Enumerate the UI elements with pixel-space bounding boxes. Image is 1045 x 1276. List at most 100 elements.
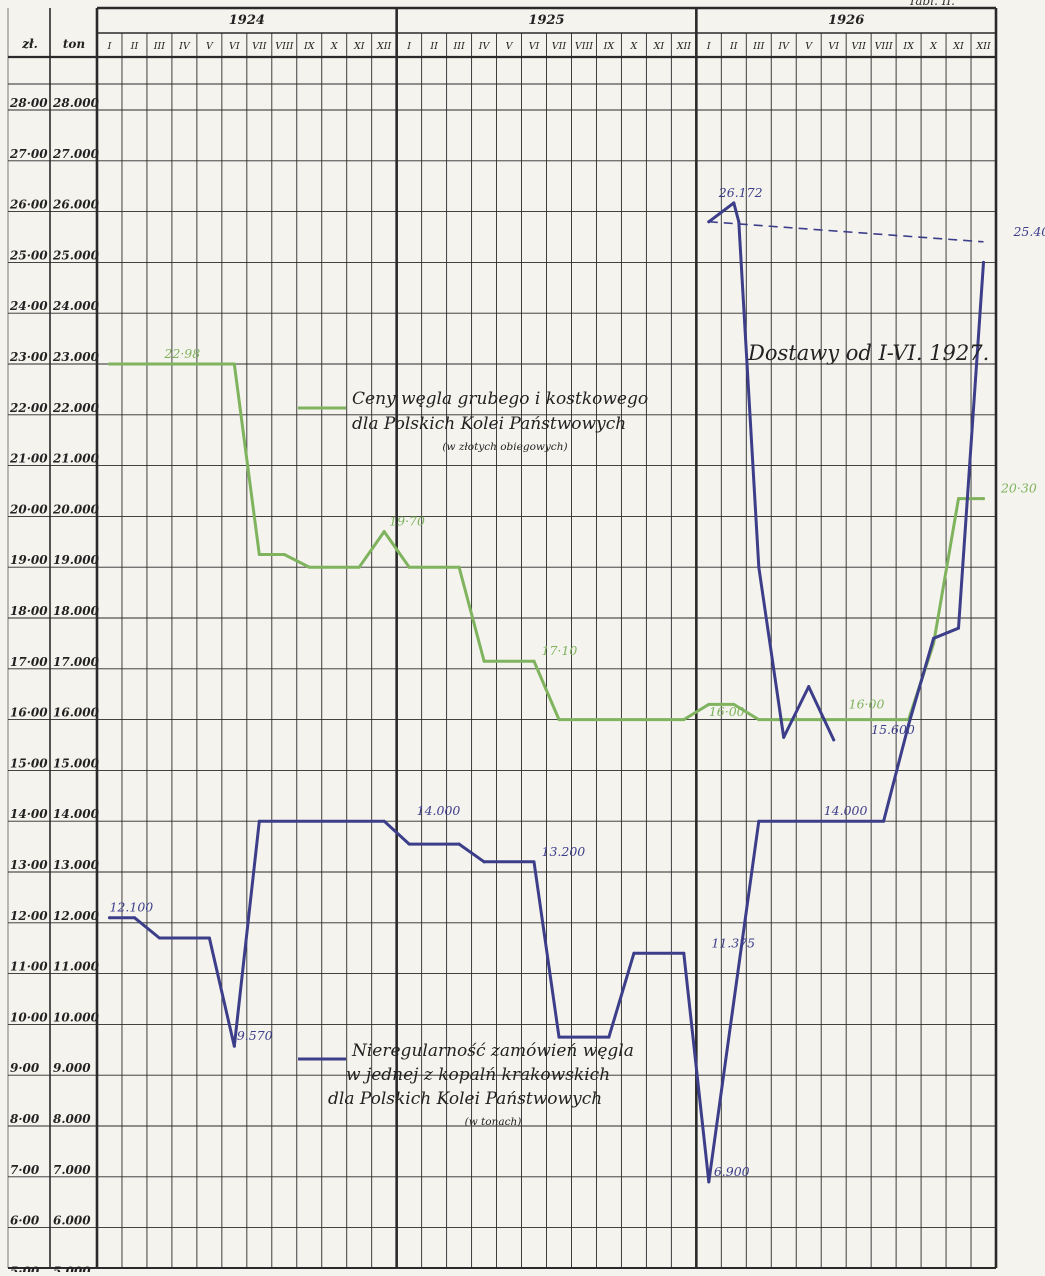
data-point [407, 842, 411, 846]
y-tick-zl: 19·00 [10, 553, 48, 567]
data-point [557, 718, 561, 722]
data-point [707, 220, 711, 224]
data-point [482, 659, 486, 663]
month-label: X [929, 41, 938, 52]
data-label: 15.600 [871, 722, 915, 737]
data-label: 22·98 [163, 346, 200, 361]
month-label: VII [851, 41, 866, 52]
data-point [757, 565, 761, 569]
orders-legend-line3: dla Polskich Kolei Państwowych [328, 1089, 602, 1109]
month-label: VIII [575, 41, 593, 52]
y-tick-zl: 22·00 [9, 401, 48, 415]
data-label: 26.172 [718, 185, 763, 200]
month-label: VI [529, 41, 540, 52]
deliveries-caption: Dostawy od I-VI. 1927. [747, 341, 989, 365]
data-point [282, 553, 286, 556]
data-point [532, 659, 536, 663]
data-label: 14.000 [824, 803, 868, 818]
data-point [932, 636, 936, 640]
data-point [737, 220, 741, 224]
month-label: V [206, 41, 214, 52]
y-tick-ton: 19.000 [53, 553, 100, 567]
data-label: 14.000 [417, 803, 461, 818]
data-point [832, 738, 836, 742]
y-tick-ton: 14.000 [53, 807, 100, 821]
data-point [882, 819, 886, 823]
y-tick-ton: 25.000 [52, 248, 100, 262]
data-point [807, 685, 811, 689]
y-tick-ton: 17.000 [53, 655, 100, 669]
month-label: IX [603, 41, 616, 52]
data-point [982, 497, 986, 501]
data-point [982, 260, 986, 264]
year-label: 1924 [229, 13, 265, 28]
data-point [207, 936, 211, 940]
data-label: 11.375 [711, 935, 755, 950]
y-tick-zl: 20·00 [9, 502, 48, 516]
y-tick-ton: 8.000 [53, 1112, 91, 1126]
y-tick-zl: 8·00 [10, 1112, 40, 1126]
table-number: Tabl. II. [908, 0, 955, 8]
month-label: XI [353, 41, 365, 52]
y-tick-zl: 13·00 [10, 858, 48, 872]
month-label: XII [676, 41, 692, 52]
y-tick-ton: 21.000 [52, 452, 100, 466]
y-tick-zl: 23·00 [9, 350, 48, 364]
data-point [682, 718, 686, 722]
y-tick-zl: 12·00 [10, 909, 48, 923]
data-point [557, 1035, 561, 1039]
data-point [957, 626, 961, 630]
grid [7, 6, 998, 1269]
y-tick-ton: 22.000 [52, 401, 100, 415]
month-label: IV [777, 41, 790, 52]
orders-legend-line2: w jednej z kopalń krakowskich [346, 1065, 610, 1085]
orders-legend-line1: Nieregularność zamówień węgla [351, 1041, 634, 1061]
month-label: VI [828, 41, 839, 52]
y-tick-ton: 16.000 [53, 706, 100, 720]
y-tick-ton: 18.000 [53, 604, 100, 618]
y-tick-zl: 17·00 [10, 655, 48, 669]
month-label: XII [975, 41, 991, 52]
y-tick-zl: 28·00 [9, 96, 48, 110]
data-label: 6.900 [714, 1164, 750, 1179]
data-point [382, 819, 386, 823]
axis-unit-zl: zł. [21, 37, 38, 51]
price-legend-line1: Ceny węgla grubego i kostkowego [352, 389, 648, 409]
data-point [782, 735, 786, 739]
data-label: 20·30 [1000, 481, 1037, 496]
data-point [407, 565, 411, 569]
month-label: IV [178, 41, 191, 52]
data-point [257, 819, 261, 823]
data-point [732, 702, 736, 706]
y-tick-ton: 26.000 [52, 198, 100, 212]
y-tick-ton: 13.000 [53, 858, 100, 872]
month-label: V [805, 41, 813, 52]
data-point [957, 497, 961, 501]
price-legend-note: (w złotych obiegowych) [442, 441, 567, 453]
month-label: IX [303, 41, 316, 52]
year-label: 1925 [528, 13, 564, 28]
month-label: II [130, 41, 139, 52]
data-point [157, 936, 161, 940]
data-point [707, 1180, 711, 1184]
data-point [232, 362, 236, 366]
year-label: 1926 [828, 13, 864, 28]
price-legend-line2: dla Polskich Kolei Państwowych [352, 414, 626, 434]
y-tick-zl: 21·00 [9, 452, 48, 466]
y-tick-ton: 6.000 [53, 1214, 91, 1228]
y-tick-zl: 14·00 [10, 807, 48, 821]
data-point [382, 530, 386, 534]
y-tick-ton: 23.000 [52, 350, 100, 364]
y-tick-zl: 15·00 [10, 756, 48, 770]
data-point [357, 565, 361, 569]
month-label: X [330, 41, 339, 52]
y-tick-ton: 20.000 [52, 502, 100, 516]
y-tick-zl: 24·00 [9, 299, 48, 313]
month-label: XI [952, 41, 964, 52]
y-tick-zl: 26·00 [9, 198, 48, 212]
y-tick-ton: 10.000 [53, 1010, 100, 1024]
month-label: II [429, 41, 438, 52]
y-tick-zl: 6·00 [10, 1214, 40, 1228]
